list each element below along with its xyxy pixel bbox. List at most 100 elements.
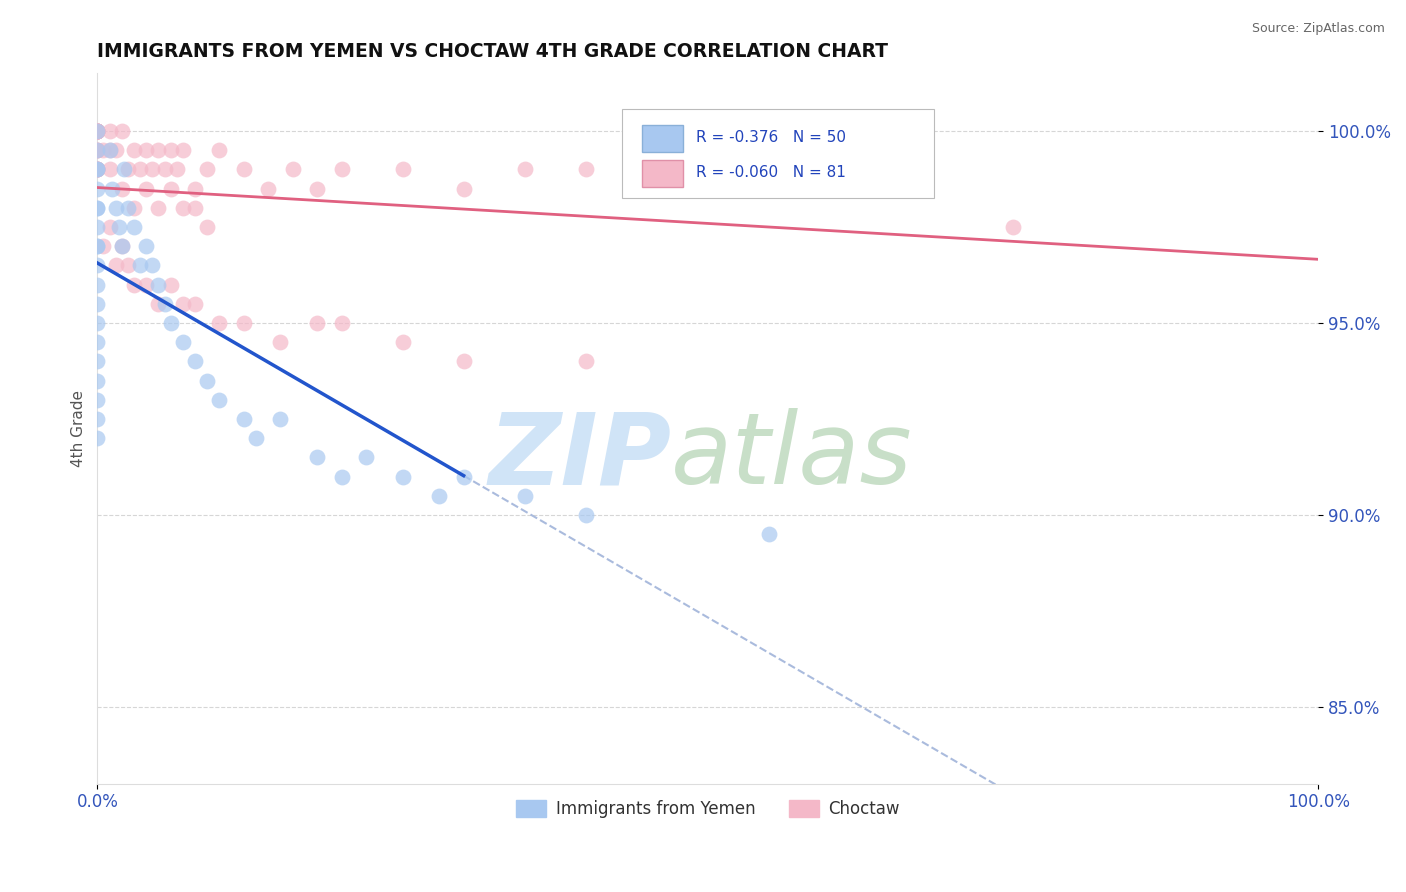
Point <box>330 162 353 177</box>
Point <box>257 181 280 195</box>
Point <box>232 316 254 330</box>
Point <box>141 259 163 273</box>
Point <box>122 277 145 292</box>
Point <box>159 277 181 292</box>
FancyBboxPatch shape <box>643 125 683 153</box>
Point <box>758 162 780 177</box>
Text: IMMIGRANTS FROM YEMEN VS CHOCTAW 4TH GRADE CORRELATION CHART: IMMIGRANTS FROM YEMEN VS CHOCTAW 4TH GRA… <box>97 42 889 61</box>
Point <box>208 316 231 330</box>
Point <box>818 162 841 177</box>
Point <box>86 335 108 350</box>
Point <box>208 392 231 407</box>
Text: atlas: atlas <box>671 409 912 506</box>
Point <box>93 239 115 253</box>
Point <box>307 181 329 195</box>
Point <box>86 239 108 253</box>
Point <box>148 297 170 311</box>
Point <box>98 162 121 177</box>
Point <box>391 469 413 483</box>
Point <box>135 239 157 253</box>
Point <box>391 335 413 350</box>
Point <box>108 219 131 234</box>
Legend: Immigrants from Yemen, Choctaw: Immigrants from Yemen, Choctaw <box>509 794 907 825</box>
Point <box>453 469 475 483</box>
Point <box>148 277 170 292</box>
Point <box>453 354 475 368</box>
Point <box>86 162 108 177</box>
Point <box>86 354 108 368</box>
Point <box>86 162 108 177</box>
Point <box>159 316 181 330</box>
Point <box>111 239 134 253</box>
Point <box>232 162 254 177</box>
Point <box>184 354 207 368</box>
Point <box>86 162 108 177</box>
Point <box>166 162 188 177</box>
Point <box>86 124 108 138</box>
Point <box>86 219 108 234</box>
Point <box>122 219 145 234</box>
Point <box>307 450 329 465</box>
Point <box>453 181 475 195</box>
Text: R = -0.060   N = 81: R = -0.060 N = 81 <box>696 165 845 179</box>
Point <box>86 124 108 138</box>
Point <box>122 201 145 215</box>
Point <box>86 431 108 445</box>
Point <box>195 162 218 177</box>
Point <box>172 143 194 157</box>
Point <box>513 489 536 503</box>
Point <box>195 219 218 234</box>
Point <box>86 162 108 177</box>
Point <box>208 143 231 157</box>
Point <box>758 527 780 541</box>
Point <box>86 297 108 311</box>
Point <box>184 201 207 215</box>
Point <box>135 181 157 195</box>
Point <box>148 201 170 215</box>
Point <box>86 162 108 177</box>
Point <box>93 143 115 157</box>
Point <box>111 239 134 253</box>
Point <box>122 143 145 157</box>
Point <box>135 277 157 292</box>
Point <box>104 143 127 157</box>
Text: Source: ZipAtlas.com: Source: ZipAtlas.com <box>1251 22 1385 36</box>
Point <box>172 335 194 350</box>
Point <box>172 297 194 311</box>
Point <box>245 431 267 445</box>
Point <box>86 181 108 195</box>
Point <box>696 162 718 177</box>
Point <box>1002 219 1025 234</box>
Point <box>98 143 121 157</box>
Point <box>391 162 413 177</box>
Point <box>129 162 152 177</box>
Point <box>86 412 108 426</box>
Point <box>269 412 291 426</box>
Point <box>86 316 108 330</box>
Point <box>86 239 108 253</box>
Point <box>86 124 108 138</box>
Point <box>86 277 108 292</box>
Point <box>330 469 353 483</box>
Point <box>112 162 135 177</box>
Point <box>86 124 108 138</box>
Point <box>98 219 121 234</box>
Point <box>86 124 108 138</box>
Point <box>86 124 108 138</box>
Point <box>86 124 108 138</box>
FancyBboxPatch shape <box>643 160 683 187</box>
Point <box>129 259 152 273</box>
Point <box>269 335 291 350</box>
Point <box>153 297 176 311</box>
Point <box>153 162 176 177</box>
Point <box>86 201 108 215</box>
Text: ZIP: ZIP <box>488 409 671 506</box>
Point <box>281 162 304 177</box>
Text: R = -0.376   N = 50: R = -0.376 N = 50 <box>696 130 845 145</box>
Point <box>307 316 329 330</box>
Point <box>86 162 108 177</box>
Point <box>104 259 127 273</box>
Point <box>86 124 108 138</box>
Point <box>86 143 108 157</box>
Point <box>575 162 598 177</box>
